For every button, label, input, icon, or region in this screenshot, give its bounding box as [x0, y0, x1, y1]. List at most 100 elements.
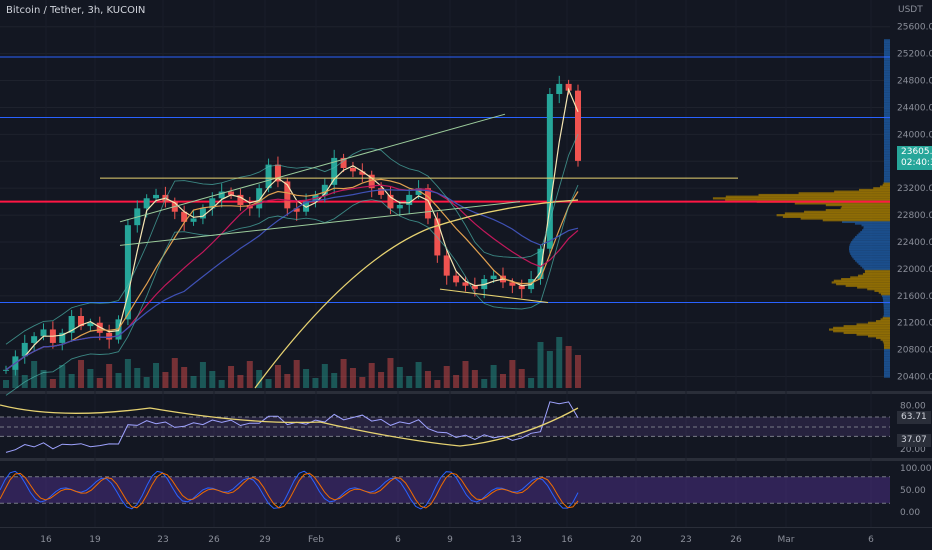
volume-profile-bar [884, 47, 890, 50]
volume-profile-bar [841, 205, 890, 208]
volume-profile-bar [884, 79, 890, 82]
volume-profile-bar [861, 224, 890, 227]
volume-profile-bar [712, 197, 890, 200]
candle-body [293, 208, 300, 212]
volume-profile-bar [883, 160, 890, 163]
volume-bar [274, 365, 281, 388]
volume-profile-bar [850, 276, 890, 279]
volume-profile-bar [834, 190, 890, 193]
volume-profile-bar [853, 257, 890, 261]
candle-body [181, 211, 188, 222]
volume-profile-bar [833, 330, 890, 333]
volume-profile-bar [880, 338, 890, 341]
stoch-tick-label: 0.00 [900, 508, 920, 518]
stoch-tick-label: 50.00 [900, 486, 926, 496]
volume-profile-bar [875, 320, 890, 323]
volume-profile-bar [833, 279, 890, 282]
volume-profile-bar [862, 272, 890, 276]
volume-profile-bar [884, 138, 890, 141]
volume-profile-bar [884, 131, 890, 134]
stoch-band [0, 476, 890, 504]
candle-body [509, 282, 516, 286]
volume-bar [190, 376, 197, 388]
volume-bar [406, 376, 413, 388]
bollinger-lower-line [5, 184, 579, 396]
volume-profile-bar [884, 375, 890, 378]
volume-bar [228, 366, 235, 388]
volume-bar [378, 372, 385, 388]
volume-profile-bar [883, 151, 890, 155]
candle-body [265, 164, 272, 189]
volume-profile-bar [758, 193, 890, 197]
bollinger-upper-line [5, 133, 579, 345]
volume-profile-bar [863, 227, 890, 230]
volume-profile-bar [884, 61, 890, 64]
x-tick-label: 9 [447, 535, 453, 545]
y-tick-label: 21600.00 [897, 292, 932, 302]
x-tick-label: Feb [308, 535, 324, 545]
volume-profile-bar [884, 124, 890, 128]
volume-bar [162, 372, 169, 388]
volume-profile-bar [849, 251, 890, 254]
volume-bar [499, 374, 506, 388]
volume-profile-bar [884, 133, 890, 136]
volume-profile-bar [884, 123, 890, 126]
volume-profile-bar [878, 291, 890, 294]
volume-bar [481, 379, 488, 388]
x-tick-label: 26 [208, 535, 220, 545]
volume-profile-bar [884, 352, 890, 355]
y-tick-label: 22000.00 [897, 265, 932, 275]
volume-bar [396, 367, 403, 388]
y-tick-label: 25600.00 [897, 23, 932, 33]
candle-body [415, 188, 422, 195]
volume-bar [218, 380, 225, 388]
volume-profile-bar [782, 215, 890, 218]
candle-body [396, 205, 403, 209]
volume-profile-bar [883, 161, 890, 165]
volume-profile-bar [825, 204, 890, 207]
volume-profile-bar [828, 328, 890, 331]
candle-body [331, 157, 338, 185]
volume-profile-bar [725, 198, 890, 202]
volume-profile-bar [884, 109, 890, 113]
volume-profile-bar [857, 286, 890, 289]
candle-body [462, 282, 469, 286]
volume-profile-bar [884, 98, 890, 101]
volume-profile-bar [884, 113, 890, 116]
volume-profile-bar [884, 69, 890, 72]
volume-profile-bar [884, 108, 890, 111]
volume-profile-bar [882, 294, 890, 298]
rsi-line [5, 401, 579, 453]
volume-profile-bar [884, 45, 890, 49]
candle-body [368, 174, 375, 189]
volume-profile-bar [884, 373, 890, 377]
volume-profile-bar [855, 235, 890, 239]
volume-profile-bar [855, 259, 890, 262]
volume-bar [349, 368, 356, 388]
volume-bar [293, 360, 300, 388]
volume-profile-bar [884, 357, 890, 360]
volume-profile-bar [883, 345, 890, 348]
volume-bar [556, 337, 563, 388]
candle-body [321, 184, 328, 195]
volume-profile-bar [784, 212, 890, 215]
volume-profile-bar [800, 217, 890, 220]
candle-body [453, 275, 460, 283]
volume-profile-bar [884, 143, 890, 146]
volume-profile-bar [863, 225, 890, 229]
volume-profile-bar [861, 229, 890, 232]
volume-profile-bar [884, 114, 890, 118]
volume-bar [331, 373, 338, 388]
candle-body [443, 255, 450, 276]
candle-body [124, 225, 131, 320]
volume-profile-bar [833, 326, 890, 329]
volume-profile-bar [883, 304, 890, 308]
volume-bar [256, 370, 263, 388]
volume-profile-bar [845, 284, 890, 287]
y-tick-label: 21200.00 [897, 319, 932, 329]
volume-profile-bar [884, 103, 890, 106]
volume-bar [143, 377, 150, 388]
volume-profile-bar [854, 222, 890, 225]
y-tick-label: 24000.00 [897, 130, 932, 140]
